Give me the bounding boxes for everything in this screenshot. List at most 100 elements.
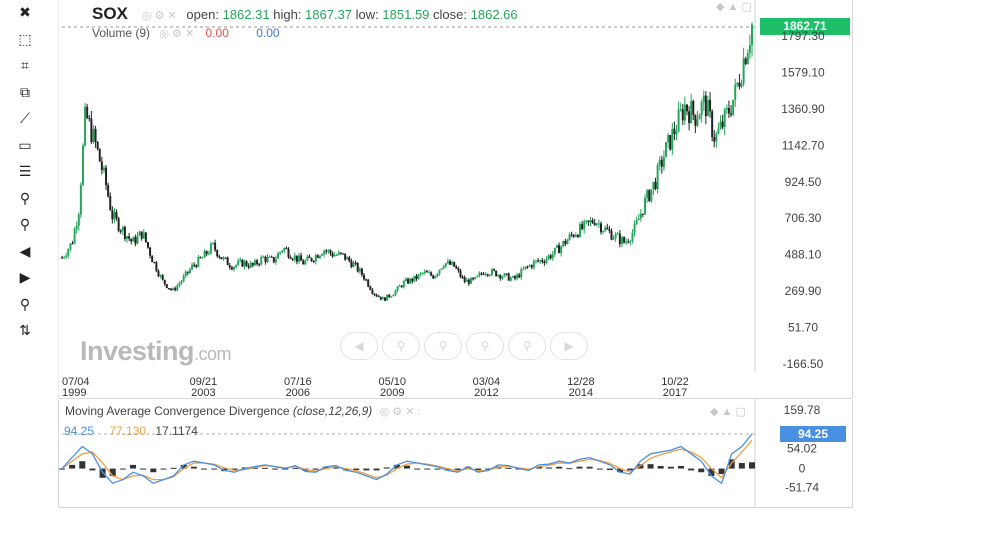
nav-zoom-out-button[interactable]: ⚲	[424, 332, 462, 360]
candle-body	[555, 245, 558, 248]
settings-icon[interactable]: ⇅	[19, 323, 31, 339]
candle-body	[467, 279, 470, 284]
x-tick-year: 1999	[62, 387, 86, 398]
trendline-icon[interactable]: ⟋	[20, 111, 30, 127]
candle-body	[105, 167, 108, 186]
macd-histogram-bar	[444, 468, 451, 471]
macd-histogram-bar	[596, 468, 603, 470]
candle-body	[314, 255, 317, 262]
macd-histogram-bar	[353, 468, 360, 471]
crosshair-icon[interactable]: ⌗	[21, 58, 29, 74]
rectangle-icon[interactable]: ▭	[18, 137, 32, 154]
candle-body	[543, 261, 546, 264]
macd-panel-controls[interactable]: ◆ ▲ ▢	[710, 406, 746, 418]
candle-body	[742, 58, 745, 84]
zoom-out-icon[interactable]: ⚲	[19, 217, 31, 233]
volume-icons[interactable]: ◎ ⚙ ✕	[159, 28, 195, 40]
candle-body	[115, 212, 118, 219]
candle-body	[333, 254, 336, 257]
candle-body	[367, 279, 370, 287]
candle-body	[323, 250, 326, 255]
candle-body	[748, 44, 751, 54]
macd-histogram-bar	[99, 468, 106, 478]
price-chart[interactable]: 1797.30 1579.10 1360.90 1142.70 924.50 706.30…	[0, 0, 989, 398]
candle-body	[476, 275, 479, 278]
macd-histogram-bar	[606, 468, 613, 471]
cursor-icon[interactable]: ⬚	[18, 31, 32, 48]
macd-histogram-bar	[261, 467, 268, 469]
candle-body	[207, 253, 210, 255]
nav-scroll-left-button[interactable]: ◀	[340, 332, 378, 360]
candle-body	[71, 243, 74, 245]
x-tick-date: 07/16	[284, 376, 312, 388]
nav-zoom-in-button[interactable]: ⚲	[382, 332, 420, 360]
candle-body	[434, 275, 437, 279]
macd-histogram-bar	[363, 468, 370, 471]
candle-body	[602, 231, 605, 233]
candle-body	[224, 257, 227, 259]
macd-histogram-bar	[109, 468, 116, 476]
candle-body	[704, 95, 707, 117]
macd-panel[interactable]	[58, 400, 853, 508]
zoom-in-icon[interactable]: ⚲	[19, 190, 31, 207]
candle-body	[354, 262, 357, 264]
close-icon[interactable]: ✖	[19, 5, 31, 21]
candle-body	[329, 250, 332, 254]
macd-chart[interactable]: 159.78 54.02 0 -51.74	[0, 398, 989, 508]
candle-body	[195, 265, 198, 267]
candle-body	[226, 257, 229, 266]
candle-body	[522, 268, 525, 270]
macd-histogram-bar	[251, 467, 258, 469]
macd-histogram-bar	[749, 462, 755, 469]
nav-zoom-reset-button[interactable]: ⚲	[466, 332, 504, 360]
nav-zoom-fit-button[interactable]: ⚲	[508, 332, 546, 360]
candle-body	[432, 275, 435, 279]
candle-body	[417, 274, 420, 279]
candle-body	[339, 252, 342, 254]
scroll-left-icon[interactable]: ◀	[19, 243, 31, 260]
candle-body	[396, 286, 399, 291]
macd-histogram-bar	[657, 465, 664, 469]
candle-body	[142, 232, 145, 239]
macd-histogram-bar	[119, 468, 126, 470]
candle-body	[608, 229, 611, 231]
candle-body	[293, 255, 296, 260]
candle-body	[715, 133, 718, 142]
nav-scroll-right-button[interactable]: ▶	[550, 332, 588, 360]
histogram-value: 17.1174	[155, 424, 198, 438]
candle-body	[581, 223, 584, 230]
candle-body	[526, 266, 529, 268]
candle-body	[128, 236, 131, 239]
panel-controls[interactable]: ◆ ▲ ▢	[716, 1, 752, 13]
macd-icons[interactable]: ◎ ⚙ ✕ :	[379, 406, 421, 418]
candle-body	[646, 190, 649, 198]
main-chart-panel[interactable]	[58, 0, 853, 399]
candle-body	[146, 242, 149, 248]
layers-icon[interactable]: ⧉	[20, 84, 30, 101]
candle-body	[612, 238, 615, 240]
scroll-right-icon[interactable]: ▶	[19, 270, 31, 286]
candle-body	[719, 121, 722, 129]
candle-body	[700, 102, 703, 116]
candle-body	[199, 256, 202, 258]
y-tick-label: 269.90	[785, 284, 822, 298]
candle-body	[623, 237, 626, 243]
candle-body	[300, 255, 303, 261]
candle-body	[398, 285, 401, 287]
macd-histogram-bar	[535, 466, 542, 469]
candle-body	[134, 237, 137, 244]
fibonacci-icon[interactable]: ☰	[18, 164, 32, 180]
candle-body	[249, 262, 252, 268]
candle-body	[358, 268, 361, 272]
candle-body	[570, 234, 573, 236]
legend-toggle-icons[interactable]: ◎ ⚙ ✕	[142, 10, 177, 22]
y-tick-label: 1142.70	[782, 138, 825, 152]
candle-body	[639, 213, 642, 219]
candle-body	[736, 82, 739, 85]
candle-body	[79, 184, 82, 215]
candle-body	[495, 270, 498, 277]
macd-histogram-bar	[373, 468, 380, 471]
zoom-reset-icon[interactable]: ⚲	[19, 296, 31, 313]
candle-body	[650, 189, 653, 202]
candle-body	[451, 261, 454, 265]
